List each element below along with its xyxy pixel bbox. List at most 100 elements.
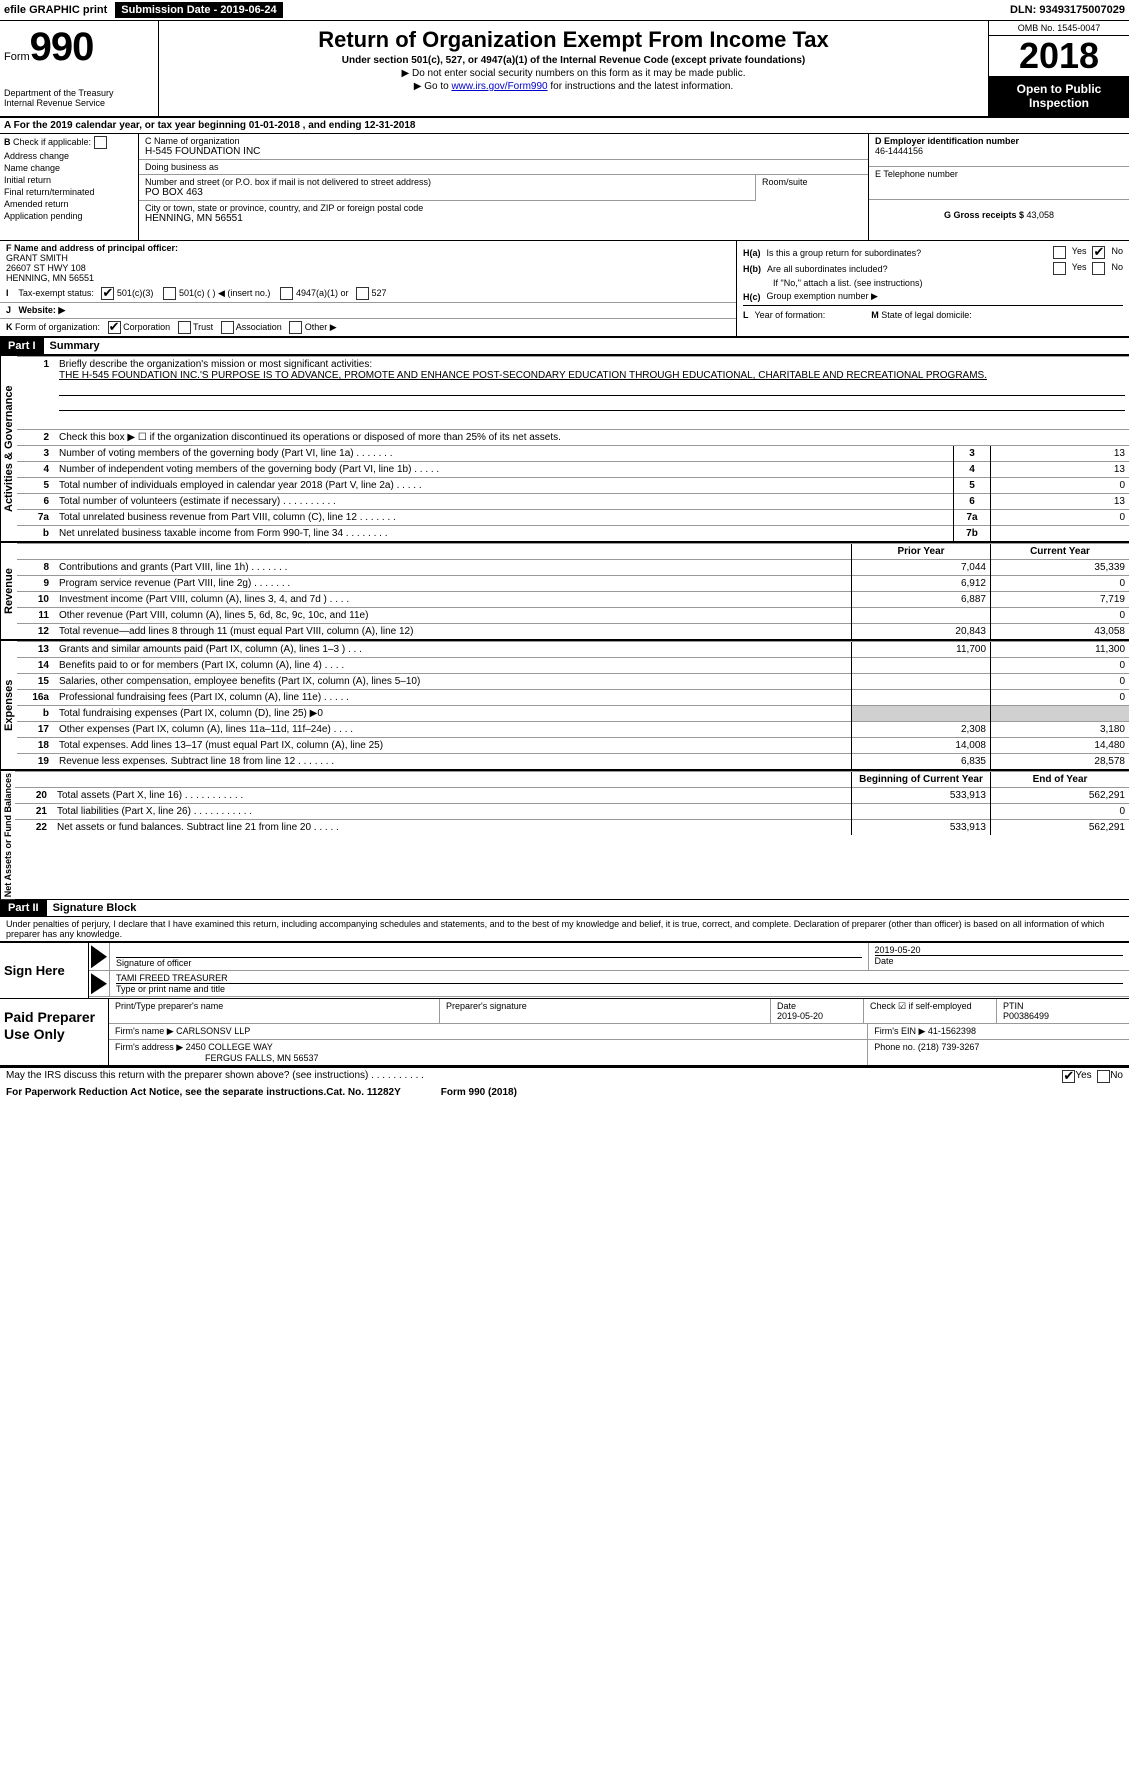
chk-4947[interactable] (280, 287, 293, 300)
chk-application-pending[interactable]: Application pending (4, 211, 134, 221)
discuss-no[interactable] (1097, 1070, 1110, 1083)
table-expenses: 13Grants and similar amounts paid (Part … (17, 641, 1129, 769)
street-label: Number and street (or P.O. box if mail i… (145, 177, 749, 187)
name-title-value: TAMI FREED TREASURER (116, 973, 1123, 983)
col-b-checkboxes: B Check if applicable: Address change Na… (0, 134, 139, 240)
summary-row: bTotal fundraising expenses (Part IX, co… (17, 706, 1129, 722)
top-bar: efile GRAPHIC print Submission Date - 20… (0, 0, 1129, 21)
chk-501c3[interactable] (101, 287, 114, 300)
form-note2: ▶ Go to www.irs.gov/Form990 for instruct… (167, 81, 980, 92)
sig-date-label: Date (875, 955, 1124, 966)
summary-row: 13Grants and similar amounts paid (Part … (17, 642, 1129, 658)
block-bcd: B Check if applicable: Address change Na… (0, 134, 1129, 241)
efile-label: efile GRAPHIC print (4, 4, 107, 16)
summary-row: 6Total number of volunteers (estimate if… (17, 494, 1129, 510)
paperwork-notice: For Paperwork Reduction Act Notice, see … (6, 1087, 326, 1098)
footer-discuss-row: May the IRS discuss this return with the… (0, 1067, 1129, 1085)
header-right: OMB No. 1545-0047 2018 Open to Public In… (989, 21, 1129, 116)
part2-header: Part II (0, 900, 47, 916)
summary-row: 21Total liabilities (Part X, line 26) . … (15, 804, 1129, 820)
section-revenue: Revenue Prior Year Current Year 8Contrib… (0, 541, 1129, 639)
chk-final-return[interactable]: Final return/terminated (4, 187, 134, 197)
table-netassets: Beginning of Current Year End of Year 20… (15, 771, 1129, 835)
chk-corporation[interactable] (108, 321, 121, 334)
col-h: H(a) Is this a group return for subordin… (737, 241, 1129, 336)
gross-value: 43,058 (1027, 210, 1055, 220)
form-number: 990 (30, 25, 94, 69)
chk-trust[interactable] (178, 321, 191, 334)
ha-no[interactable] (1092, 246, 1105, 259)
irs-label: Internal Revenue Service (4, 98, 154, 108)
firm-ein: 41-1562398 (928, 1026, 976, 1036)
summary-row: 11Other revenue (Part VIII, column (A), … (17, 608, 1129, 624)
summary-row: 17Other expenses (Part IX, column (A), l… (17, 722, 1129, 738)
name-title-label: Type or print name and title (116, 983, 1123, 994)
col-fijk: F Name and address of principal officer:… (0, 241, 737, 336)
part2-header-row: Part II Signature Block (0, 899, 1129, 916)
summary-row: 7aTotal unrelated business revenue from … (17, 510, 1129, 526)
part2-declaration: Under penalties of perjury, I declare th… (0, 916, 1129, 941)
preparer-block: Paid Preparer Use Only Print/Type prepar… (0, 999, 1129, 1067)
table-revenue: Prior Year Current Year 8Contributions a… (17, 543, 1129, 639)
city-label: City or town, state or province, country… (145, 203, 862, 213)
row-a-tax-year: A For the 2019 calendar year, or tax yea… (0, 118, 1129, 134)
discuss-text: May the IRS discuss this return with the… (6, 1070, 424, 1083)
part2-title: Signature Block (47, 900, 143, 916)
checkbox-applicable[interactable] (94, 136, 107, 149)
section-expenses: Expenses 13Grants and similar amounts pa… (0, 639, 1129, 769)
ptin-value: P00386499 (1003, 1011, 1123, 1021)
summary-row: 18Total expenses. Add lines 13–17 (must … (17, 738, 1129, 754)
cat-no: Cat. No. 11282Y (326, 1087, 400, 1098)
tel-label: E Telephone number (875, 169, 1123, 179)
block-fijkh: F Name and address of principal officer:… (0, 241, 1129, 338)
preparer-left-label: Paid Preparer Use Only (0, 999, 109, 1065)
row-i-tax-exempt: I Tax-exempt status: 501(c)(3) 501(c) ( … (0, 285, 736, 303)
open-inspection-badge: Open to Public Inspection (989, 76, 1129, 116)
chk-527[interactable] (356, 287, 369, 300)
preparer-date: 2019-05-20 (777, 1011, 857, 1021)
summary-row: 10Investment income (Part VIII, column (… (17, 592, 1129, 608)
submission-date-box: Submission Date - 2019-06-24 (115, 2, 282, 18)
discuss-yes[interactable] (1062, 1070, 1075, 1083)
vert-expenses: Expenses (0, 641, 17, 769)
chk-initial-return[interactable]: Initial return (4, 175, 134, 185)
city-value: HENNING, MN 56551 (145, 213, 862, 224)
chk-501c[interactable] (163, 287, 176, 300)
firm-addr-label: Firm's address ▶ (115, 1042, 183, 1052)
form-subtitle: Under section 501(c), 527, or 4947(a)(1)… (167, 55, 980, 66)
hb-yes[interactable] (1053, 262, 1066, 275)
section-netassets: Net Assets or Fund Balances Beginning of… (0, 769, 1129, 899)
vert-netassets: Net Assets or Fund Balances (0, 771, 15, 899)
form-note1: ▶ Do not enter social security numbers o… (167, 68, 980, 79)
summary-row: 5Total number of individuals employed in… (17, 478, 1129, 494)
officer-street: 26607 ST HWY 108 (6, 263, 730, 273)
ha-yes[interactable] (1053, 246, 1066, 259)
firm-addr2: FERGUS FALLS, MN 56537 (115, 1053, 319, 1063)
ein-label: D Employer identification number (875, 136, 1123, 146)
dba-label: Doing business as (145, 162, 862, 172)
chk-address-change[interactable]: Address change (4, 151, 134, 161)
summary-row: 3Number of voting members of the governi… (17, 446, 1129, 462)
chk-amended-return[interactable]: Amended return (4, 199, 134, 209)
section-activities: Activities & Governance 1 Briefly descri… (0, 354, 1129, 541)
chk-name-change[interactable]: Name change (4, 163, 134, 173)
dept-label: Department of the Treasury (4, 88, 154, 98)
form-footer: Form 990 (2018) (441, 1087, 517, 1098)
summary-row: 22Net assets or fund balances. Subtract … (15, 820, 1129, 836)
summary-row: 4Number of independent voting members of… (17, 462, 1129, 478)
officer-label: F Name and address of principal officer: (6, 243, 178, 253)
form990-link[interactable]: www.irs.gov/Form990 (451, 81, 547, 92)
hb-no[interactable] (1092, 262, 1105, 275)
sig-date: 2019-05-20 (875, 945, 1124, 955)
officer-city: HENNING, MN 56551 (6, 273, 730, 283)
chk-other[interactable] (289, 321, 302, 334)
org-name-label: C Name of organization (145, 136, 862, 146)
arrow-icon (91, 945, 107, 968)
footer-bottom: For Paperwork Reduction Act Notice, see … (0, 1085, 1129, 1100)
chk-association[interactable] (221, 321, 234, 334)
sign-block: Sign Here Signature of officer 2019-05-2… (0, 941, 1129, 999)
hb-note: If "No," attach a list. (see instruction… (743, 278, 1123, 288)
vert-activities: Activities & Governance (0, 356, 17, 541)
firm-name: CARLSONSV LLP (176, 1026, 250, 1036)
arrow-icon-2 (91, 973, 107, 994)
